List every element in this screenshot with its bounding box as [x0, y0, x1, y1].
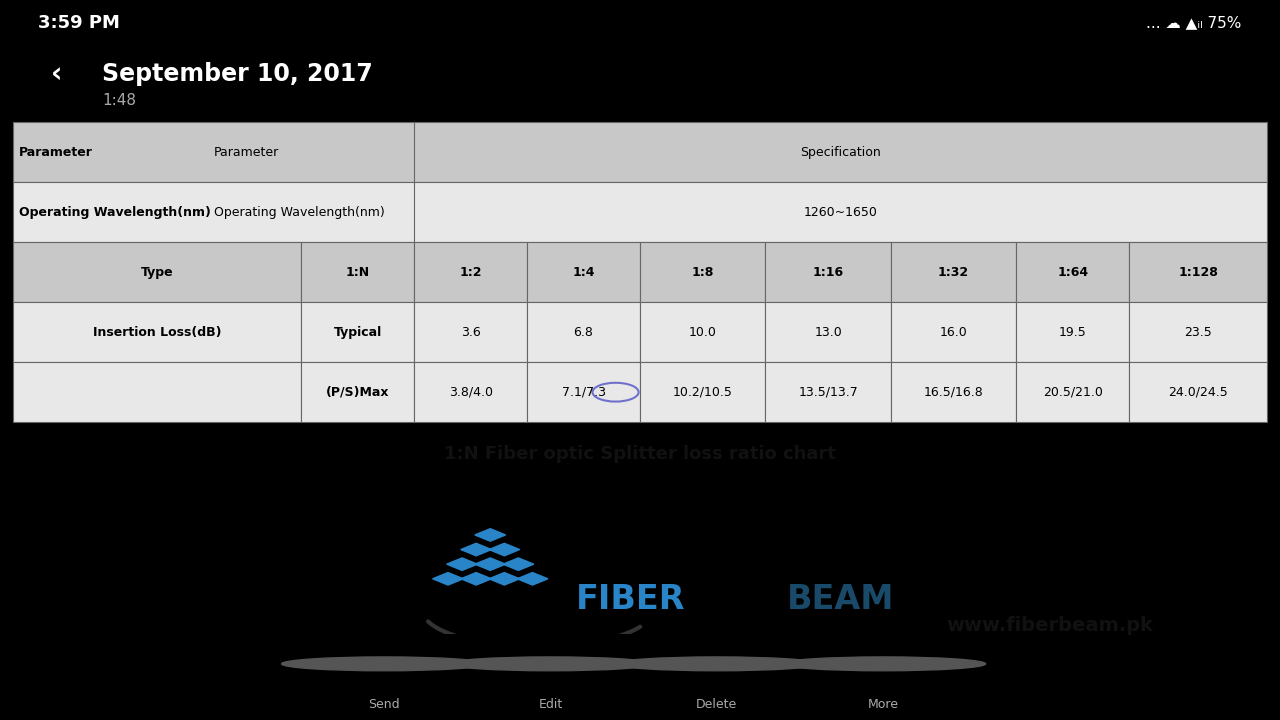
Text: 1:16: 1:16 — [813, 266, 844, 279]
FancyBboxPatch shape — [765, 242, 891, 302]
Text: 1:8: 1:8 — [691, 266, 714, 279]
Text: 1:N: 1:N — [346, 266, 370, 279]
Text: (P/S)Max: (P/S)Max — [326, 386, 389, 399]
FancyBboxPatch shape — [527, 362, 640, 422]
FancyBboxPatch shape — [640, 242, 765, 302]
Text: FIBER: FIBER — [576, 583, 686, 616]
FancyBboxPatch shape — [301, 242, 415, 302]
Polygon shape — [447, 558, 477, 570]
FancyBboxPatch shape — [527, 302, 640, 362]
FancyBboxPatch shape — [1129, 362, 1267, 422]
Text: 1:128: 1:128 — [1179, 266, 1219, 279]
Text: ... ☁ ▲ᵢₗ 75%: ... ☁ ▲ᵢₗ 75% — [1146, 15, 1242, 30]
Polygon shape — [433, 572, 463, 585]
Text: 1:32: 1:32 — [938, 266, 969, 279]
Text: Operating Wavelength(nm): Operating Wavelength(nm) — [214, 206, 384, 219]
Text: Parameter: Parameter — [214, 145, 279, 158]
FancyBboxPatch shape — [1129, 302, 1267, 362]
Text: Delete: Delete — [696, 698, 737, 711]
Text: 1260~1650: 1260~1650 — [804, 206, 878, 219]
FancyBboxPatch shape — [1016, 242, 1129, 302]
Text: 20.5/21.0: 20.5/21.0 — [1043, 386, 1102, 399]
FancyBboxPatch shape — [1129, 242, 1267, 302]
Text: 16.5/16.8: 16.5/16.8 — [924, 386, 983, 399]
Text: 10.0: 10.0 — [689, 325, 717, 338]
Text: Send: Send — [369, 698, 399, 711]
FancyBboxPatch shape — [1016, 302, 1129, 362]
Polygon shape — [475, 558, 506, 570]
FancyBboxPatch shape — [891, 242, 1016, 302]
Text: 10.2/10.5: 10.2/10.5 — [673, 386, 732, 399]
Text: September 10, 2017: September 10, 2017 — [102, 62, 374, 86]
FancyBboxPatch shape — [891, 362, 1016, 422]
Text: 13.0: 13.0 — [814, 325, 842, 338]
FancyBboxPatch shape — [13, 182, 1267, 242]
FancyBboxPatch shape — [301, 302, 415, 362]
Text: 24.0/24.5: 24.0/24.5 — [1169, 386, 1228, 399]
Text: Insertion Loss(dB): Insertion Loss(dB) — [93, 325, 221, 338]
Circle shape — [448, 657, 653, 671]
Polygon shape — [461, 572, 492, 585]
Circle shape — [282, 657, 486, 671]
Polygon shape — [503, 558, 534, 570]
Text: More: More — [868, 698, 899, 711]
Text: Typical: Typical — [334, 325, 381, 338]
Text: 3.8/4.0: 3.8/4.0 — [449, 386, 493, 399]
Text: 3.6: 3.6 — [461, 325, 480, 338]
Text: 1:N Fiber optic Splitter loss ratio chart: 1:N Fiber optic Splitter loss ratio char… — [444, 444, 836, 462]
FancyBboxPatch shape — [765, 362, 891, 422]
Text: Operating Wavelength(nm): Operating Wavelength(nm) — [19, 206, 211, 219]
Text: Parameter: Parameter — [19, 145, 93, 158]
Text: 19.5: 19.5 — [1059, 325, 1087, 338]
Text: Edit: Edit — [539, 698, 562, 711]
Text: 13.5/13.7: 13.5/13.7 — [799, 386, 858, 399]
Polygon shape — [475, 528, 506, 541]
Circle shape — [781, 657, 986, 671]
FancyBboxPatch shape — [13, 242, 301, 302]
FancyBboxPatch shape — [891, 302, 1016, 362]
FancyBboxPatch shape — [527, 242, 640, 302]
Text: 1:48: 1:48 — [102, 93, 137, 108]
FancyBboxPatch shape — [13, 362, 301, 422]
FancyBboxPatch shape — [301, 362, 415, 422]
Text: 6.8: 6.8 — [573, 325, 594, 338]
FancyBboxPatch shape — [13, 302, 301, 362]
Polygon shape — [517, 572, 548, 585]
Text: ‹: ‹ — [51, 60, 63, 88]
Polygon shape — [489, 544, 520, 556]
Text: 1:64: 1:64 — [1057, 266, 1088, 279]
FancyBboxPatch shape — [640, 302, 765, 362]
Polygon shape — [489, 572, 520, 585]
Polygon shape — [461, 544, 492, 556]
Text: BEAM: BEAM — [787, 583, 895, 616]
Text: Specification: Specification — [800, 145, 881, 158]
Circle shape — [614, 657, 819, 671]
Text: www.fiberbeam.pk: www.fiberbeam.pk — [946, 616, 1153, 635]
FancyBboxPatch shape — [415, 302, 527, 362]
Text: 3:59 PM: 3:59 PM — [38, 14, 120, 32]
FancyBboxPatch shape — [765, 302, 891, 362]
Text: 23.5: 23.5 — [1184, 325, 1212, 338]
FancyBboxPatch shape — [415, 362, 527, 422]
FancyBboxPatch shape — [640, 362, 765, 422]
Text: 1:2: 1:2 — [460, 266, 481, 279]
Text: 1:4: 1:4 — [572, 266, 595, 279]
FancyBboxPatch shape — [1016, 362, 1129, 422]
Text: 7.1/7.3: 7.1/7.3 — [562, 386, 605, 399]
Text: Type: Type — [141, 266, 173, 279]
Text: 16.0: 16.0 — [940, 325, 968, 338]
FancyBboxPatch shape — [415, 242, 527, 302]
FancyBboxPatch shape — [13, 122, 1267, 182]
